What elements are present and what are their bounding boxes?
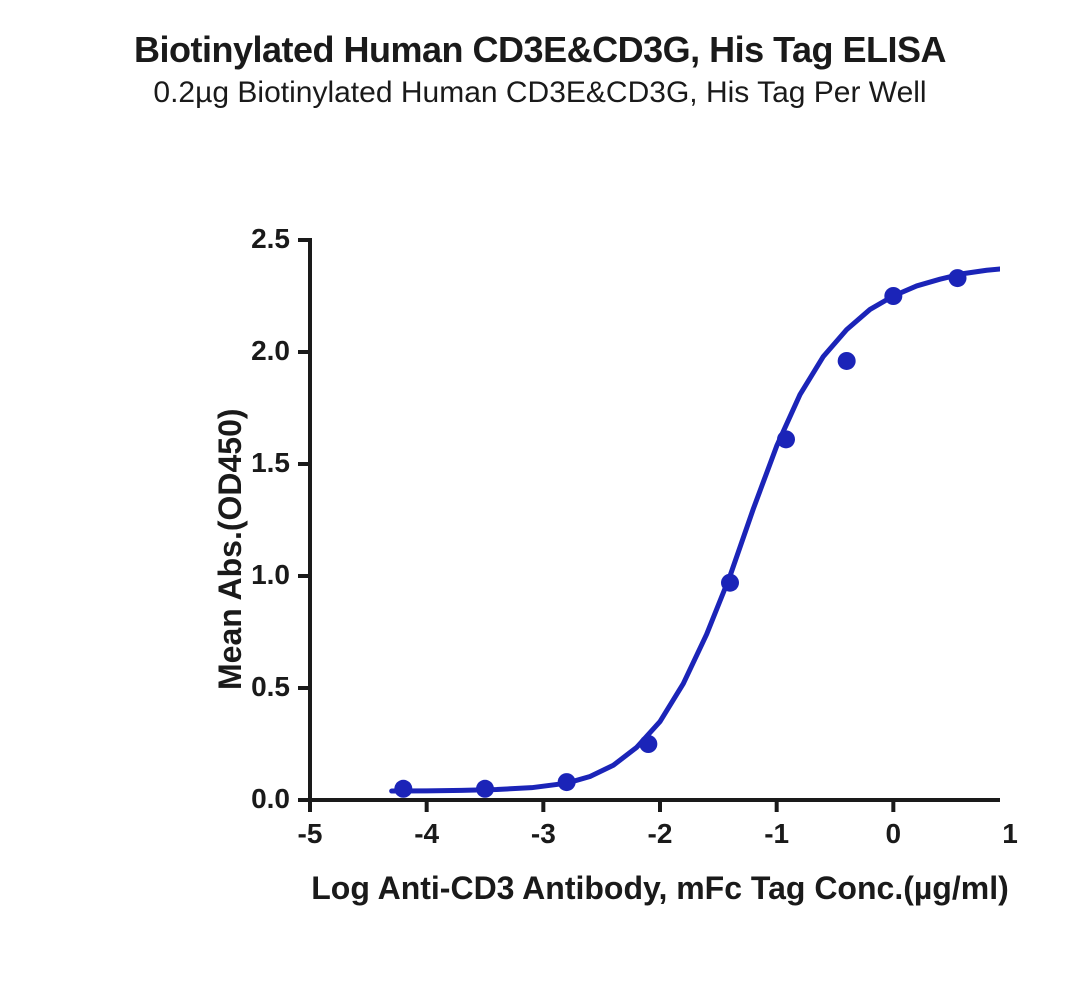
x-tick-label: -4 [397,818,457,850]
y-tick-label: 0.5 [251,671,290,703]
x-tick-label: -1 [747,818,807,850]
y-tick-label: 2.5 [251,223,290,255]
chart-area: Mean Abs.(OD450) Log Anti-CD3 Antibody, … [80,200,1000,980]
x-tick-label: 1 [980,818,1040,850]
y-tick-label: 0.0 [251,783,290,815]
chart-title: Biotinylated Human CD3E&CD3G, His Tag EL… [0,28,1080,71]
chart-subtitle: 0.2µg Biotinylated Human CD3E&CD3G, His … [0,73,1080,112]
x-tick-label: -3 [513,818,573,850]
y-tick-label: 1.0 [251,559,290,591]
x-axis-label: Log Anti-CD3 Antibody, mFc Tag Conc.(µg/… [310,870,1010,907]
x-tick-label: -2 [630,818,690,850]
x-tick-label: -5 [280,818,340,850]
figure: Biotinylated Human CD3E&CD3G, His Tag EL… [0,0,1080,1004]
title-block: Biotinylated Human CD3E&CD3G, His Tag EL… [0,28,1080,112]
y-axis-label: Mean Abs.(OD450) [212,408,249,690]
y-tick-label: 1.5 [251,447,290,479]
y-tick-label: 2.0 [251,335,290,367]
x-tick-label: 0 [863,818,923,850]
